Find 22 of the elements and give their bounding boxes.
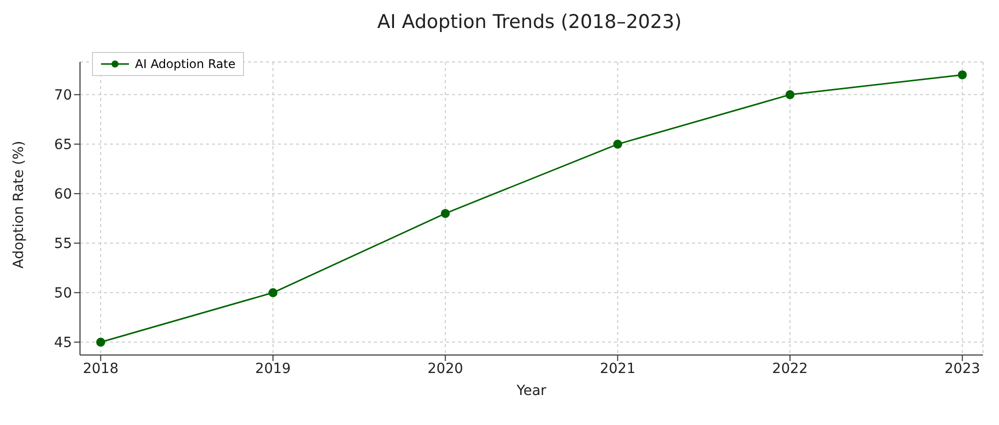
x-axis-title: Year — [516, 383, 547, 399]
y-tick-label: 70 — [54, 88, 72, 104]
y-tick-label: 45 — [54, 335, 72, 352]
point — [958, 70, 967, 80]
y-tick-label: 50 — [54, 286, 72, 302]
x-tick-label: 2018 — [82, 360, 118, 377]
x-tick-label: 2020 — [428, 360, 464, 377]
point — [268, 288, 278, 298]
chart-title: AI Adoption Trends (2018–2023) — [377, 11, 682, 33]
y-axis-title: Adoption Rate (%) — [10, 140, 27, 268]
y-tick-label: 60 — [54, 186, 72, 203]
legend-label: AI Adoption Rate — [135, 57, 236, 71]
x-tick-label: 2019 — [255, 360, 291, 377]
y-tick-label: 55 — [54, 236, 72, 252]
x-tick-label: 2023 — [944, 360, 980, 377]
point — [440, 208, 450, 218]
point — [613, 140, 622, 149]
point — [96, 338, 106, 347]
x-tick-label: 2021 — [600, 360, 636, 377]
x-tick-label: 2022 — [772, 360, 808, 377]
y-tick-label: 65 — [54, 137, 72, 154]
point — [785, 90, 794, 100]
